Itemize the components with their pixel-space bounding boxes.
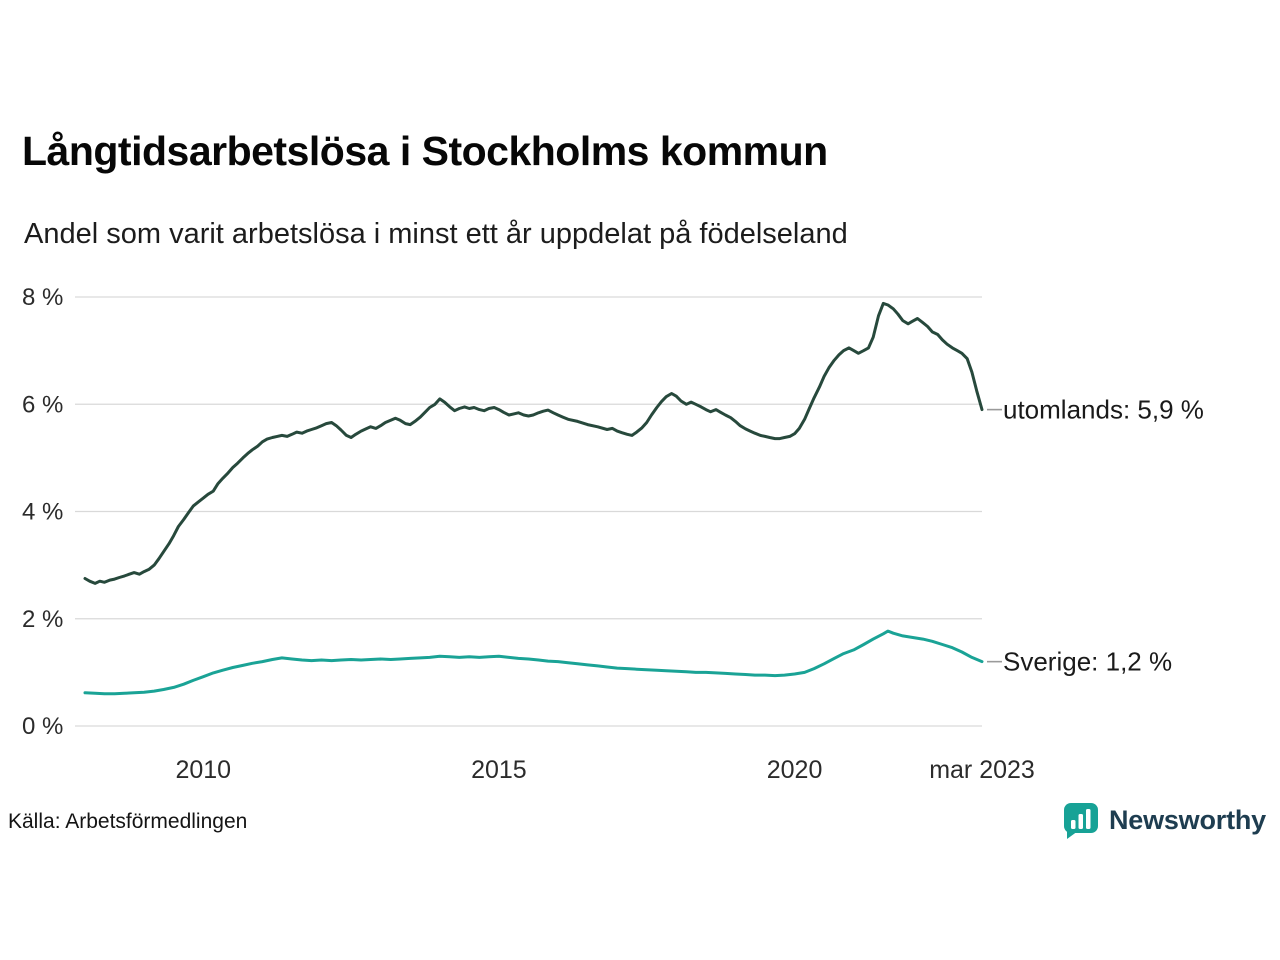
series-line-utomlands: [83, 301, 984, 585]
page-title: Långtidsarbetslösa i Stockholms kommun: [22, 128, 828, 174]
x-tick-label: mar 2023: [929, 756, 1035, 784]
x-tick-label: 2010: [175, 756, 231, 784]
y-tick-label: 6 %: [22, 391, 63, 418]
series-line-sverige: [83, 629, 984, 696]
chart-subtitle: Andel som varit arbetslösa i minst ett å…: [24, 218, 848, 250]
newsworthy-icon: [1063, 803, 1098, 839]
newsworthy-logo: Newsworthy: [1062, 801, 1266, 839]
y-tick-label: 0 %: [22, 713, 63, 740]
y-tick-label: 8 %: [22, 284, 63, 311]
x-tick-label: 2015: [471, 756, 527, 784]
y-tick-label: 2 %: [22, 606, 63, 633]
y-tick-label: 4 %: [22, 499, 63, 526]
x-tick-label: 2020: [767, 756, 823, 784]
series-label-sverige: Sverige: 1,2 %: [1003, 646, 1173, 677]
source-note: Källa: Arbetsförmedlingen: [8, 810, 248, 833]
newsworthy-wordmark: Newsworthy: [1108, 804, 1266, 835]
series-label-utomlands: utomlands: 5,9 %: [1003, 394, 1204, 425]
